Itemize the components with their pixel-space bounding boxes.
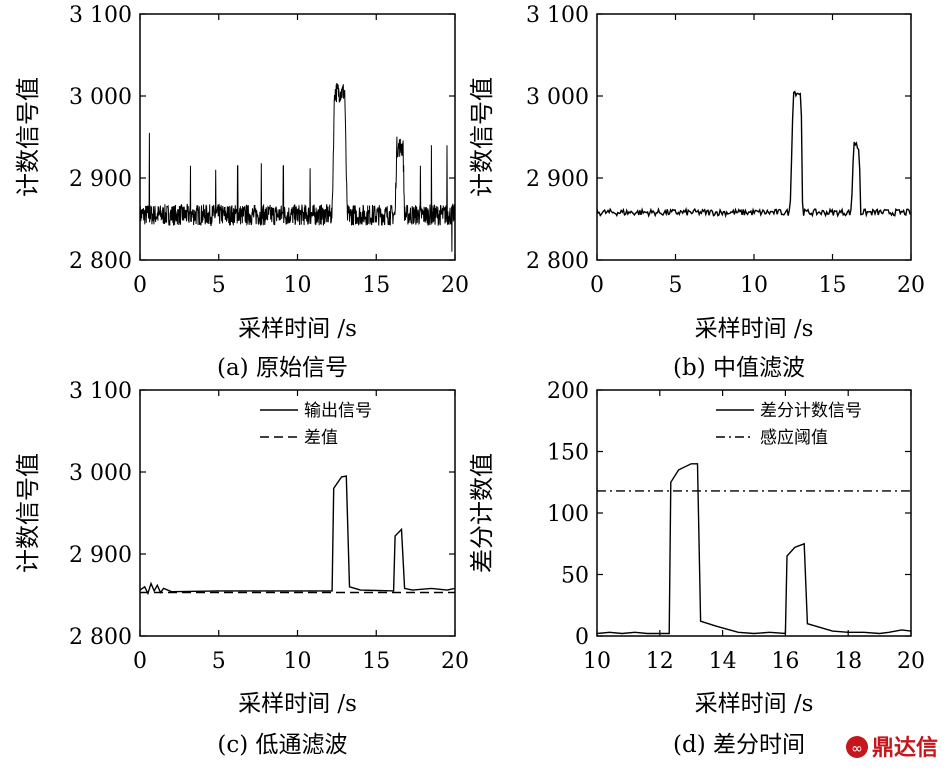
x-tick-label: 16 (771, 649, 799, 674)
x-tick-label: 20 (441, 273, 469, 298)
watermark: ∞ 鼎达信 (846, 735, 938, 761)
x-tick-label: 20 (897, 649, 925, 674)
y-tick-label: 0 (575, 625, 589, 650)
y-axis-label: 计数信号值 (14, 453, 42, 573)
y-tick-label: 3 100 (69, 379, 132, 404)
panel-caption: (d) 差分时间 (673, 732, 805, 758)
x-tick-label: 15 (819, 273, 847, 298)
series-line-series-0 (140, 83, 455, 252)
y-tick-label: 3 000 (69, 461, 132, 486)
panel-b: 0 5 10 15 20 2 800 2 900 3 000 3 100 采样时间 /s 计数信号值… (468, 3, 925, 381)
x-tick-label: 10 (583, 649, 611, 674)
panel-caption: (a) 原始信号 (217, 355, 348, 381)
plot-frame (596, 13, 912, 261)
series-line-差分计数信号 (597, 463, 911, 635)
x-tick-label: 15 (362, 273, 390, 298)
y-tick-label: 3 100 (69, 3, 132, 28)
x-tick-label: 5 (669, 273, 683, 298)
y-axis-label: 计数信号值 (14, 77, 42, 197)
y-tick-label: 2 800 (526, 249, 589, 274)
x-tick-label: 5 (212, 649, 226, 674)
legend-label: 差值 (304, 428, 338, 448)
legend-label: 差分计数信号 (760, 401, 862, 421)
x-tick-label: 10 (740, 273, 768, 298)
legend-label: 感应阈值 (760, 428, 828, 448)
watermark-text: 鼎达信 (872, 735, 938, 761)
x-tick-label: 20 (897, 273, 925, 298)
x-tick-label: 14 (709, 649, 737, 674)
x-tick-label: 18 (834, 649, 862, 674)
y-tick-label: 2 800 (69, 249, 132, 274)
x-axis-label: 采样时间 /s (695, 316, 814, 342)
y-tick-label: 2 900 (69, 167, 132, 192)
y-tick-label: 3 100 (526, 3, 589, 28)
x-tick-label: 10 (284, 649, 312, 674)
legend-label: 输出信号 (304, 401, 372, 421)
x-tick-label: 12 (646, 649, 674, 674)
x-tick-label: 20 (441, 649, 469, 674)
panel-caption: (b) 中值滤波 (673, 355, 805, 381)
y-tick-label: 150 (547, 441, 589, 466)
panel-a: 0 5 10 15 20 2 800 2 900 3 000 3 100 采样时间 /s 计数信号值… (14, 3, 469, 381)
panel-caption: (c) 低通滤波 (217, 732, 347, 758)
y-tick-label: 2 900 (69, 543, 132, 568)
y-tick-label: 200 (547, 379, 589, 404)
x-tick-label: 15 (362, 649, 390, 674)
series-line-series-0 (597, 90, 911, 219)
y-tick-label: 50 (561, 564, 589, 589)
y-tick-label: 3 000 (526, 85, 589, 110)
plot-frame (596, 389, 912, 637)
y-axis-label: 计数信号值 (468, 77, 496, 197)
x-tick-label: 5 (212, 273, 226, 298)
y-tick-label: 2 800 (69, 625, 132, 650)
y-tick-label: 3 000 (69, 85, 132, 110)
watermark-logo-glyph: ∞ (851, 741, 863, 757)
x-axis-label: 采样时间 /s (695, 691, 814, 717)
x-tick-label: 0 (133, 273, 147, 298)
x-tick-label: 10 (284, 273, 312, 298)
x-axis-label: 采样时间 /s (238, 691, 357, 717)
y-tick-label: 2 900 (526, 167, 589, 192)
y-axis-label: 差分计数值 (468, 453, 496, 573)
panel-c: 0 5 10 15 20 2 800 2 900 3 000 3 100 采样时间 /s 计数信号值… (14, 379, 469, 758)
x-tick-label: 0 (590, 273, 604, 298)
series-line-输出信号 (140, 475, 455, 596)
watermark-logo-icon (846, 736, 868, 758)
x-tick-label: 0 (133, 649, 147, 674)
plot-frame (139, 389, 456, 637)
x-axis-label: 采样时间 /s (238, 316, 357, 342)
y-tick-label: 100 (547, 502, 589, 527)
